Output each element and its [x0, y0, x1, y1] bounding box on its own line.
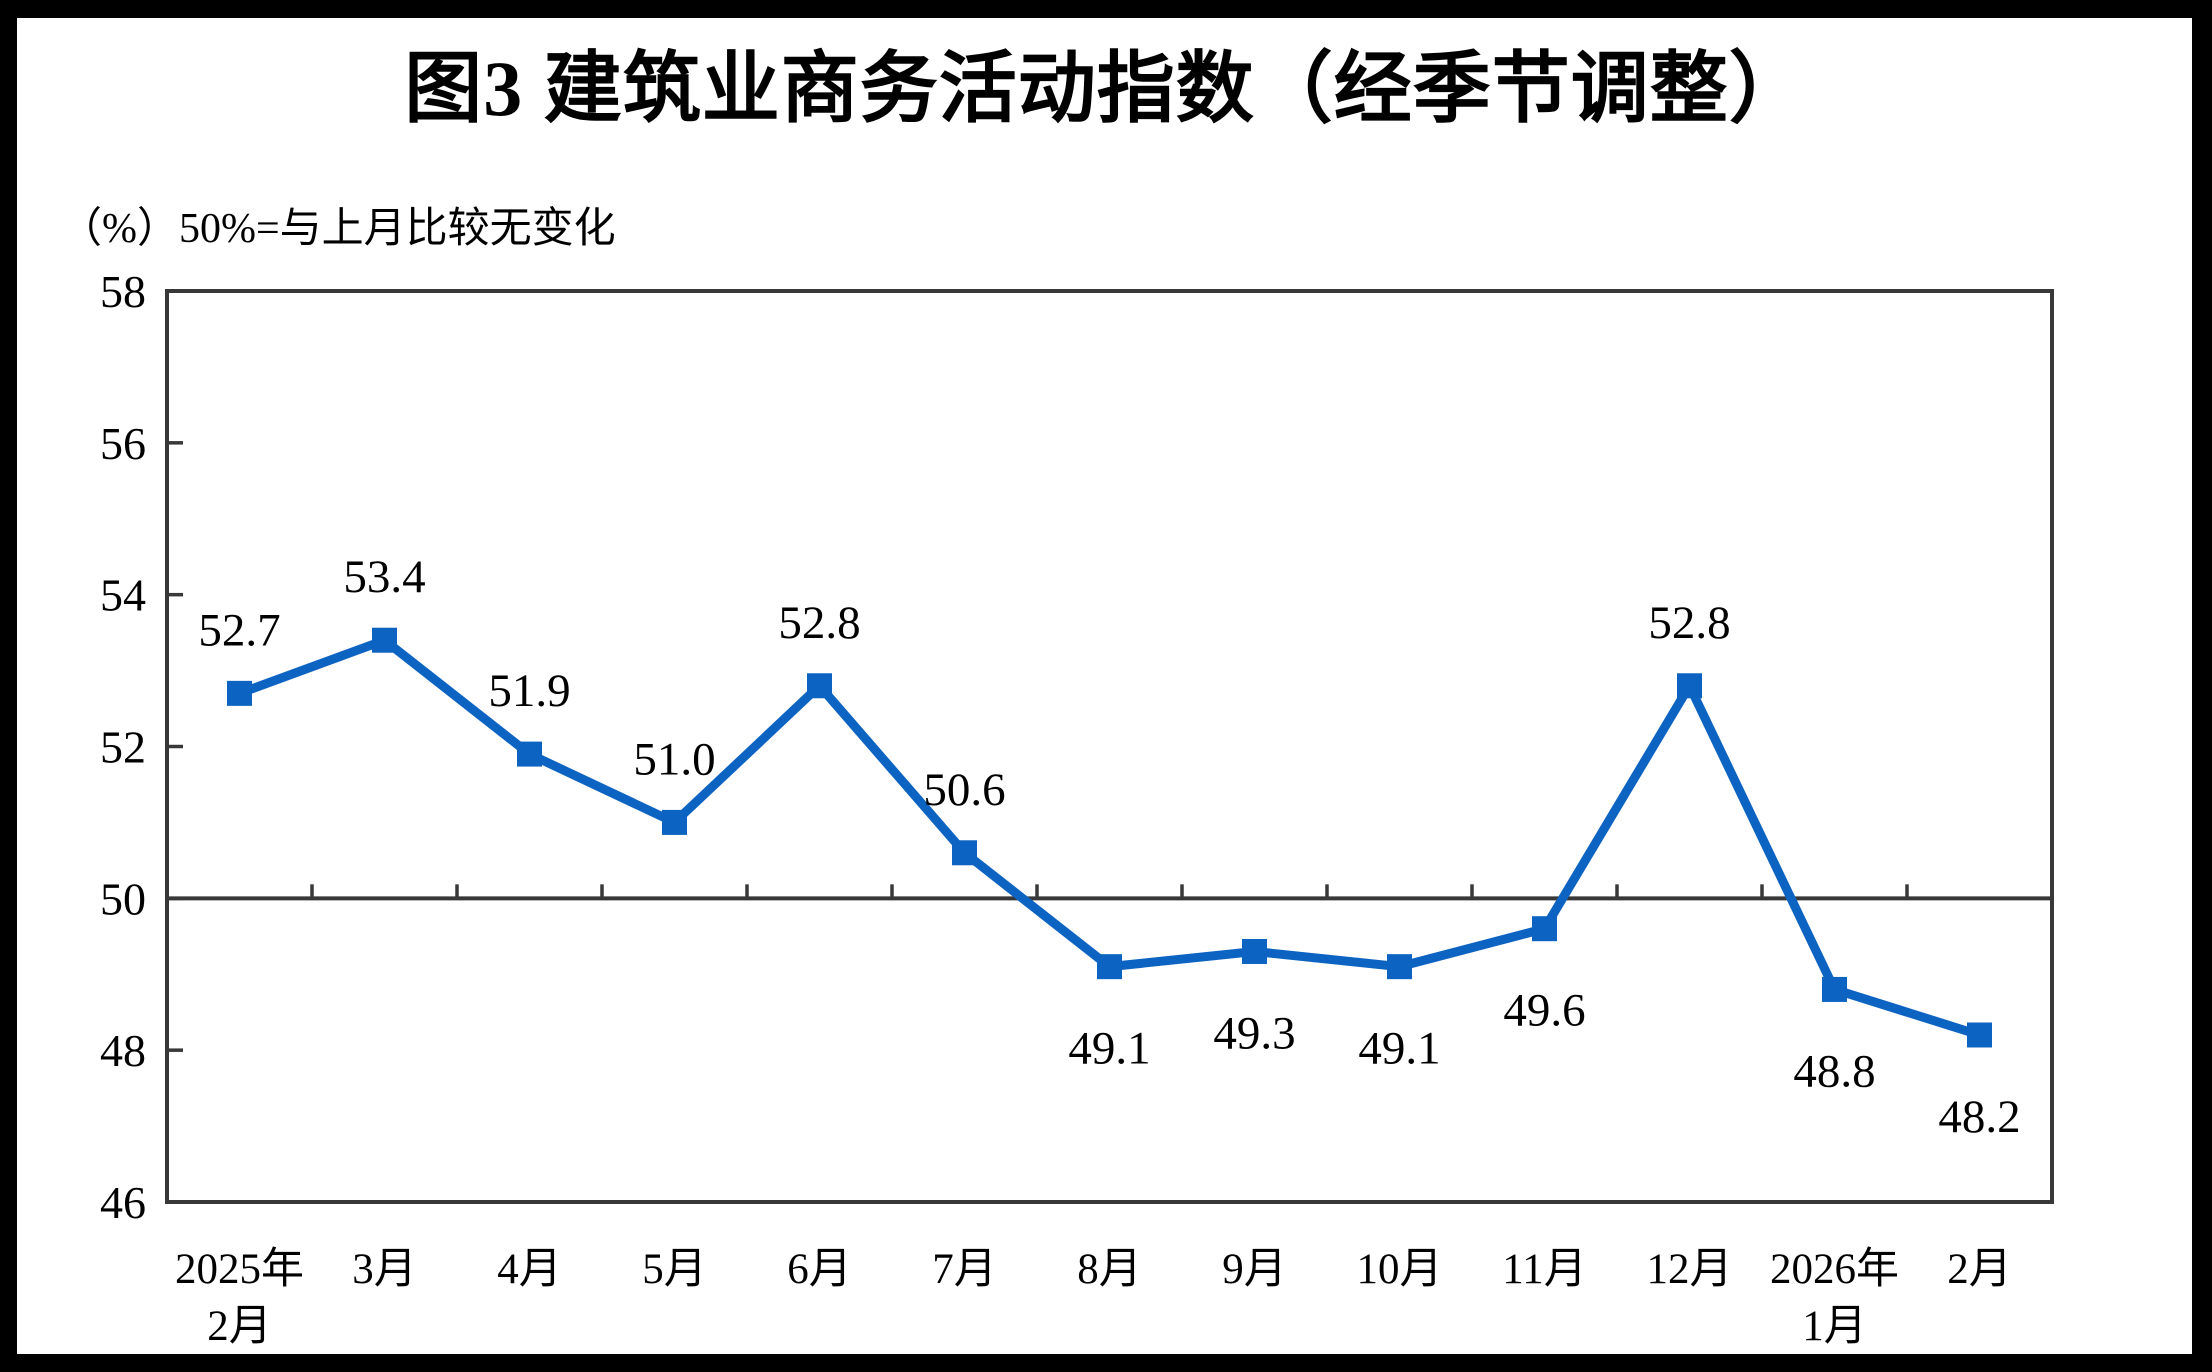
x-axis-label: 1月: [1802, 1303, 1867, 1350]
data-point-label: 49.6: [1503, 985, 1585, 1037]
data-point-label: 53.4: [343, 551, 425, 603]
y-axis-label: 54: [100, 570, 146, 621]
data-point-label: 52.7: [198, 604, 280, 656]
y-axis-label: 58: [100, 266, 146, 317]
data-point-marker: [1532, 916, 1557, 942]
x-axis-label: 10月: [1357, 1246, 1443, 1293]
x-axis-label: 5月: [642, 1246, 707, 1293]
data-point-marker: [517, 741, 542, 767]
data-point-marker: [1822, 976, 1847, 1002]
y-axis-label: 48: [100, 1025, 146, 1076]
data-point-label: 49.1: [1358, 1023, 1440, 1075]
x-axis-label: 6月: [787, 1246, 852, 1293]
data-point-marker: [1242, 938, 1267, 964]
data-point-label: 51.9: [488, 665, 570, 717]
data-point-marker: [1387, 954, 1412, 980]
y-axis-label: 52: [100, 722, 146, 773]
x-axis-label: 4月: [497, 1246, 562, 1293]
chart-title: 图3 建筑业商务活动指数（经季节调整）: [404, 45, 1808, 132]
data-point-marker: [1677, 673, 1702, 699]
axis-unit-note: （%）50%=与上月比较无变化: [60, 206, 616, 252]
data-point-marker: [1967, 1022, 1992, 1048]
data-point-label: 48.8: [1793, 1045, 1875, 1097]
data-point-label: 51.0: [633, 733, 715, 785]
data-point-label: 52.8: [778, 597, 860, 649]
x-axis-label: 2025年: [175, 1246, 304, 1293]
data-point-label: 49.3: [1213, 1007, 1295, 1059]
x-axis-label: 2026年: [1770, 1246, 1899, 1293]
x-axis-label: 8月: [1077, 1246, 1142, 1293]
x-axis-label: 2月: [1947, 1246, 2012, 1293]
data-point-marker: [807, 673, 832, 699]
data-point-label: 52.8: [1648, 597, 1730, 649]
data-point-label: 49.1: [1068, 1023, 1150, 1075]
data-point-marker: [227, 680, 252, 706]
data-point-marker: [1097, 954, 1122, 980]
x-axis-label: 7月: [932, 1246, 997, 1293]
data-point-marker: [662, 809, 687, 835]
y-axis-label: 50: [100, 873, 146, 924]
x-axis-label: 3月: [352, 1246, 417, 1293]
x-axis-label: 2月: [207, 1303, 272, 1350]
data-point-marker: [952, 840, 977, 866]
x-axis-label: 9月: [1222, 1246, 1287, 1293]
x-axis-label: 11月: [1502, 1246, 1586, 1293]
data-point-label: 48.2: [1938, 1091, 2020, 1143]
data-point-marker: [372, 627, 397, 653]
y-axis-label: 46: [100, 1177, 146, 1228]
x-axis-label: 12月: [1647, 1246, 1733, 1293]
y-axis-label: 56: [100, 418, 146, 469]
data-point-label: 50.6: [923, 764, 1005, 816]
